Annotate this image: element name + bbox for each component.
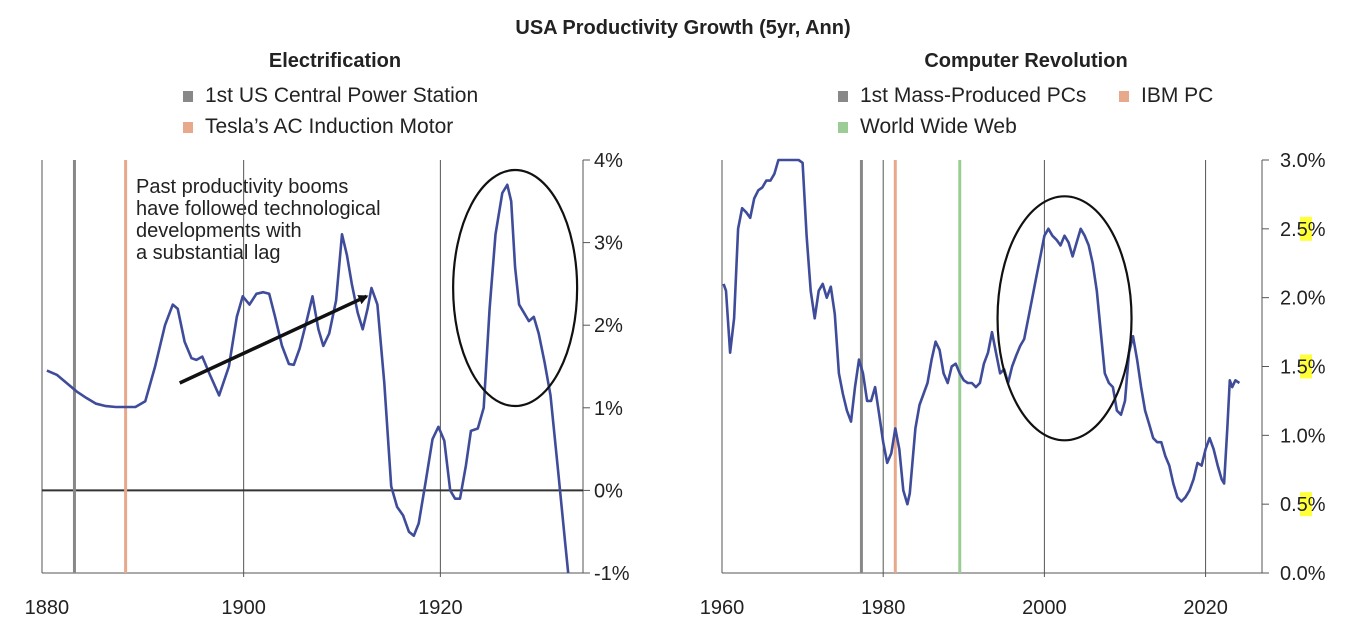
left-series-line bbox=[46, 183, 570, 574]
right-y-tick-highlight bbox=[1300, 492, 1312, 517]
legend-swatch-gray bbox=[183, 90, 193, 102]
legend-item-tesla-motor: Tesla’s AC Induction Motor bbox=[183, 115, 453, 139]
right-y-tick-label: 1.0% bbox=[1280, 425, 1326, 447]
right-x-tick-label: 2000 bbox=[1022, 597, 1067, 619]
right-y-tick-label: 2.0% bbox=[1280, 288, 1326, 310]
right-x-tick-label: 1980 bbox=[861, 597, 906, 619]
annotation-text: Past productivity booms have followed te… bbox=[136, 176, 381, 264]
right-y-tick-label: 1.5% bbox=[1280, 357, 1326, 379]
left-x-tick-label: 1880 bbox=[25, 597, 70, 619]
legend-swatch-gray bbox=[838, 90, 848, 102]
right-x-tick-label: 1960 bbox=[700, 597, 745, 619]
right-series-line bbox=[722, 158, 1241, 506]
left-y-tick-label: 2% bbox=[594, 315, 623, 337]
chart-title: USA Productivity Growth (5yr, Ann) bbox=[515, 17, 851, 39]
left-annotation-arrow bbox=[178, 294, 369, 385]
left-x-tick-label: 1900 bbox=[221, 597, 266, 619]
right-y-tick-highlight bbox=[1300, 354, 1312, 379]
left-highlight-ellipse bbox=[452, 168, 579, 408]
legend-swatch-peach bbox=[183, 121, 193, 133]
legend-item-mass-produced-pcs: 1st Mass-Produced PCs bbox=[838, 84, 1086, 108]
right-highlight-ellipse bbox=[996, 195, 1133, 442]
legend-label: 1st Mass-Produced PCs bbox=[860, 84, 1087, 107]
left-y-tick-label: -1% bbox=[594, 563, 630, 585]
right-y-tick-label: 0.5% bbox=[1280, 494, 1326, 516]
right-x-tick-label: 2020 bbox=[1183, 597, 1228, 619]
left-y-tick-label: 1% bbox=[594, 398, 623, 420]
legend-label: IBM PC bbox=[1141, 84, 1214, 107]
left-panel-title: Electrification bbox=[268, 50, 402, 72]
annotation-line: have followed technological bbox=[136, 198, 381, 220]
left-y-tick-label: 3% bbox=[594, 233, 623, 255]
right-y-tick-label: 2.5% bbox=[1280, 219, 1326, 241]
annotation-line: developments with bbox=[136, 220, 302, 242]
left-y-tick-label: 4% bbox=[594, 150, 623, 172]
legend-item-world-wide-web: World Wide Web bbox=[838, 115, 1017, 139]
legend-label: Tesla’s AC Induction Motor bbox=[205, 115, 454, 138]
legend-swatch-peach bbox=[1119, 90, 1129, 102]
legend-swatch-green bbox=[838, 121, 848, 133]
left-x-tick-label: 1920 bbox=[418, 597, 463, 619]
right-y-tick-highlight bbox=[1300, 216, 1312, 241]
right-y-tick-label: 3.0% bbox=[1280, 150, 1326, 172]
right-y-tick-label: 0.0% bbox=[1280, 563, 1326, 585]
legend-label: World Wide Web bbox=[860, 115, 1017, 138]
right-panel-title: Computer Revolution bbox=[924, 50, 1128, 72]
annotation-line: Past productivity booms bbox=[136, 176, 349, 198]
left-y-tick-label: 0% bbox=[594, 480, 623, 502]
legend-item-power-station: 1st US Central Power Station bbox=[183, 84, 478, 108]
annotation-line: a substantial lag bbox=[136, 242, 281, 264]
legend-item-ibm-pc: IBM PC bbox=[1119, 84, 1213, 108]
legend-label: 1st US Central Power Station bbox=[205, 84, 479, 107]
